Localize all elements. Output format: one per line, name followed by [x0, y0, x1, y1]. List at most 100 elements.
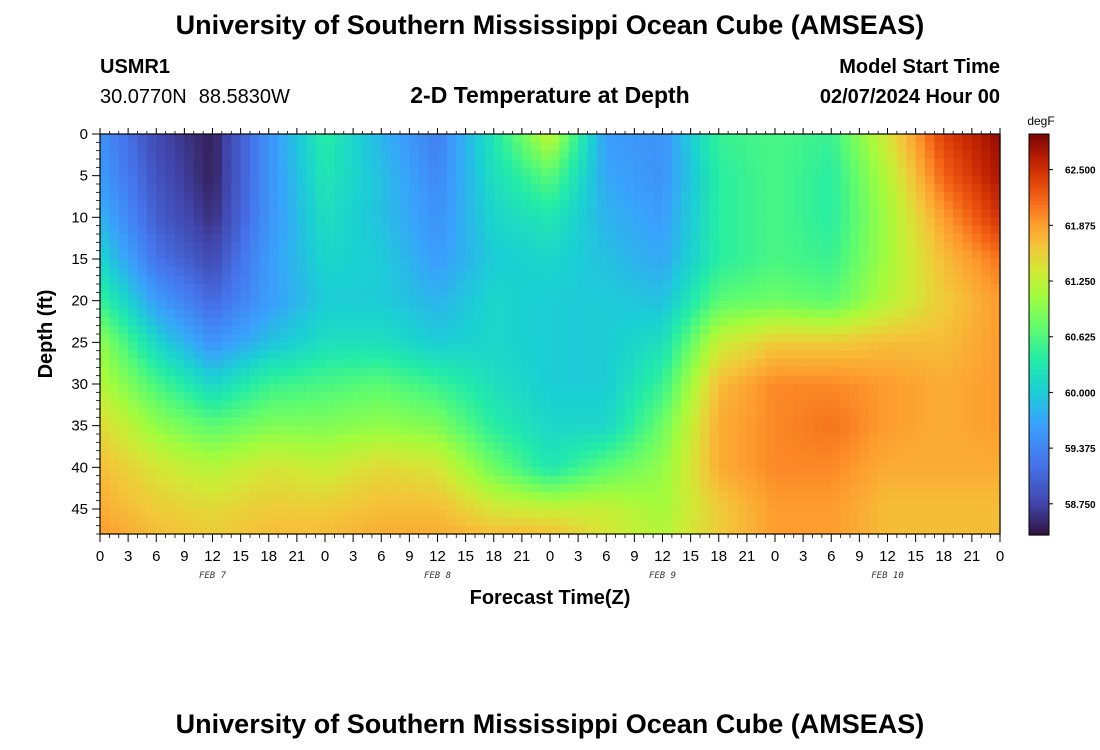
heatmap-cell: [390, 467, 401, 477]
heatmap-cell: [325, 334, 335, 343]
heatmap-cell: [465, 409, 476, 418]
heatmap-cell: [615, 167, 626, 177]
heatmap-cell: [362, 300, 373, 310]
heatmap-cell: [362, 384, 373, 393]
heatmap-cell: [137, 334, 148, 343]
heatmap-cell: [325, 459, 335, 468]
heatmap-cell: [184, 367, 195, 377]
heatmap-cell: [568, 375, 579, 385]
heatmap-cell: [671, 292, 682, 302]
heatmap-cell: [175, 509, 185, 518]
heatmap-cell: [550, 150, 560, 160]
heatmap-cell: [306, 500, 317, 510]
heatmap-cell: [109, 392, 120, 402]
heatmap-cell: [362, 350, 373, 360]
heatmap-cell: [831, 384, 842, 393]
heatmap-cell: [578, 242, 589, 252]
heatmap-cell: [962, 175, 973, 185]
heatmap-cell: [784, 384, 795, 393]
heatmap-cell: [400, 292, 410, 302]
heatmap-cell: [212, 150, 223, 160]
heatmap-cell: [568, 250, 579, 260]
heatmap-cell: [981, 242, 992, 252]
heatmap-cell: [128, 184, 139, 193]
heatmap-cell: [756, 275, 767, 285]
heatmap-cell: [615, 150, 626, 160]
heatmap-cell: [737, 267, 748, 277]
heatmap-cell: [334, 400, 345, 410]
heatmap-cell: [728, 175, 739, 185]
heatmap-cell: [821, 492, 832, 502]
heatmap-cell: [128, 417, 139, 427]
heatmap-cell: [118, 184, 129, 193]
colorbar-segment: [1029, 451, 1049, 456]
heatmap-cell: [109, 200, 120, 210]
heatmap-cell: [559, 250, 570, 260]
heatmap-cell: [765, 275, 776, 285]
heatmap-cell: [850, 200, 860, 210]
heatmap-cell: [887, 275, 898, 285]
heatmap-cell: [409, 400, 420, 410]
heatmap-cell: [100, 509, 110, 518]
heatmap-cell: [503, 342, 514, 352]
heatmap-cell: [821, 309, 832, 318]
heatmap-cell: [100, 384, 110, 393]
heatmap-cell: [915, 384, 926, 393]
heatmap-cell: [915, 350, 926, 360]
heatmap-cell: [587, 250, 598, 260]
heatmap-cell: [803, 142, 814, 152]
heatmap-cell: [465, 459, 476, 468]
heatmap-cell: [446, 250, 457, 260]
heatmap-cell: [325, 150, 335, 160]
heatmap-cell: [146, 350, 157, 360]
heatmap-cell: [850, 250, 860, 260]
heatmap-cell: [634, 175, 645, 185]
heatmap-cell: [765, 159, 776, 168]
heatmap-cell: [662, 167, 673, 177]
heatmap-cell: [212, 309, 223, 318]
heatmap-cell: [812, 259, 823, 268]
heatmap-cell: [193, 325, 204, 335]
heatmap-cell: [550, 167, 560, 177]
heatmap-cell: [231, 400, 242, 410]
heatmap-cell: [831, 525, 842, 535]
heatmap-cell: [493, 225, 504, 235]
colorbar-segment: [1029, 404, 1049, 409]
heatmap-cell: [765, 367, 776, 377]
heatmap-cell: [906, 450, 917, 460]
heatmap-cell: [231, 425, 242, 435]
heatmap-cell: [540, 517, 551, 527]
heatmap-cell: [690, 184, 701, 193]
heatmap-cell: [953, 359, 964, 368]
heatmap-cell: [362, 392, 373, 402]
heatmap-cell: [634, 359, 645, 368]
heatmap-cell: [934, 159, 945, 168]
heatmap-cell: [278, 292, 289, 302]
heatmap-cell: [146, 409, 157, 418]
heatmap-cell: [990, 317, 1001, 327]
heatmap-cell: [934, 200, 945, 210]
heatmap-cell: [540, 525, 551, 535]
heatmap-cell: [615, 450, 626, 460]
heatmap-cell: [915, 359, 926, 368]
colorbar-segment: [1029, 354, 1049, 359]
heatmap-cell: [643, 492, 654, 502]
heatmap-cell: [634, 450, 645, 460]
heatmap-cell: [596, 334, 607, 343]
heatmap-cell: [568, 500, 579, 510]
heatmap-cell: [887, 509, 898, 518]
heatmap-cell: [118, 142, 129, 152]
heatmap-cell: [475, 250, 485, 260]
heatmap-cell: [278, 359, 289, 368]
heatmap-cell: [521, 475, 532, 485]
heatmap-cell: [840, 434, 851, 443]
heatmap-cell: [765, 284, 776, 293]
heatmap-cell: [137, 484, 148, 493]
heatmap-cell: [953, 342, 964, 352]
heatmap-cell: [915, 209, 926, 218]
heatmap-cell: [334, 442, 345, 452]
heatmap-cell: [240, 467, 251, 477]
heatmap-cell: [334, 167, 345, 177]
heatmap-cell: [653, 392, 664, 402]
heatmap-cell: [925, 417, 935, 427]
